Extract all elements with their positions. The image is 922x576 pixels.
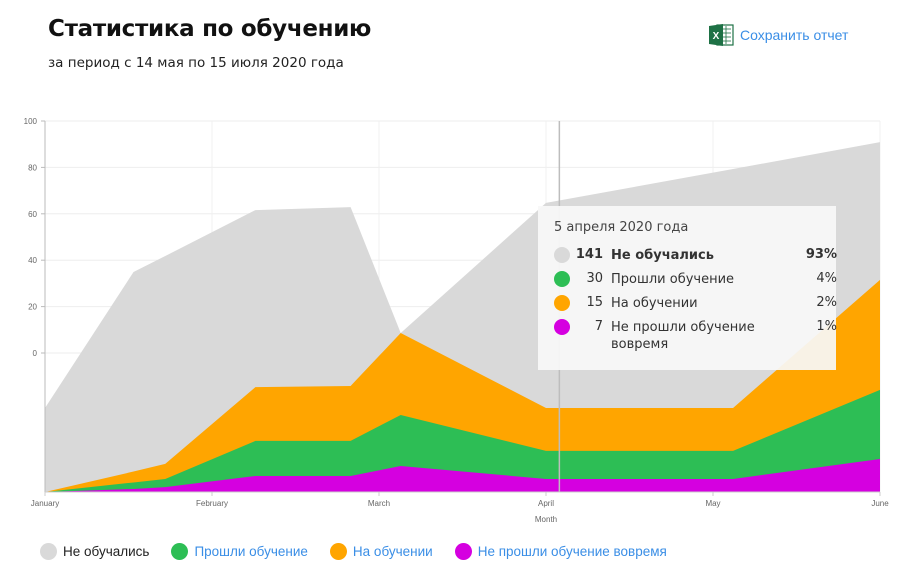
- tooltip-label: На обучении: [611, 296, 698, 311]
- dot-icon: [454, 543, 472, 560]
- save-report-button[interactable]: X Сохранить отчет: [708, 23, 848, 47]
- dot-icon: [40, 543, 57, 560]
- y-tick-label: 100: [24, 117, 38, 126]
- x-axis-label: Month: [535, 515, 557, 524]
- chart-tooltip: 5 апреля 2020 года 141 Не обучались 93% …: [538, 206, 837, 370]
- x-tick-label: March: [368, 499, 390, 508]
- tooltip-label: Не прошли обучение вовремя: [611, 320, 755, 352]
- dot-icon: [554, 247, 570, 263]
- tooltip-count: 30: [586, 271, 603, 286]
- y-tick-label: 0: [33, 349, 38, 358]
- area-series: [45, 459, 880, 492]
- legend-item-in-progress[interactable]: На обучении: [329, 543, 433, 560]
- legend-item-not-trained[interactable]: Не обучались: [40, 543, 149, 560]
- tooltip-count: 15: [586, 295, 603, 310]
- dot-icon: [554, 295, 570, 311]
- x-tick-label: May: [705, 499, 720, 508]
- chart-legend: Не обучались Прошли обучение На обучении…: [40, 543, 689, 560]
- dot-icon: [171, 543, 189, 560]
- tooltip-percent: 2%: [816, 295, 837, 310]
- x-tick-label: June: [871, 499, 889, 508]
- y-tick-label: 40: [28, 256, 37, 265]
- legend-label: Прошли обучение: [194, 544, 308, 559]
- page-title: Статистика по обучению: [48, 16, 372, 42]
- dot-icon: [329, 543, 347, 560]
- y-tick-label: 60: [28, 210, 37, 219]
- tooltip-count: 7: [594, 319, 603, 334]
- legend-label: Не прошли обучение вовремя: [477, 544, 667, 559]
- x-tick-label: February: [196, 499, 228, 508]
- svg-text:X: X: [713, 31, 720, 42]
- legend-item-completed[interactable]: Прошли обучение: [171, 543, 308, 560]
- tooltip-label: Прошли обучение: [611, 272, 735, 287]
- dot-icon: [554, 271, 570, 287]
- excel-icon: X: [709, 24, 734, 46]
- period-subtitle: за период с 14 мая по 15 июля 2020 года: [48, 55, 344, 71]
- area-series: [45, 389, 880, 492]
- tooltip-percent: 93%: [805, 247, 837, 262]
- legend-label: Не обучались: [63, 544, 150, 559]
- legend-label: На обучении: [352, 544, 433, 559]
- legend-item-overdue[interactable]: Не прошли обучение вовремя: [454, 543, 667, 560]
- tooltip-percent: 1%: [816, 319, 837, 334]
- tooltip-label: Не обучались: [611, 248, 714, 263]
- x-tick-label: April: [538, 499, 554, 508]
- y-tick-label: 20: [28, 303, 37, 312]
- tooltip-date: 5 апреля 2020 года: [554, 220, 689, 235]
- x-tick-label: January: [31, 499, 59, 508]
- save-report-label: Сохранить отчет: [740, 27, 849, 43]
- tooltip-row: 30 Прошли обучение 4%: [554, 271, 837, 295]
- tooltip-percent: 4%: [816, 271, 837, 286]
- area-series: [45, 279, 880, 492]
- tooltip-row: 7 Не прошли обучение вовремя 1%: [554, 319, 837, 352]
- tooltip-row: 15 На обучении 2%: [554, 295, 837, 319]
- y-tick-label: 80: [28, 163, 37, 172]
- tooltip-row: 141 Не обучались 93%: [554, 247, 837, 271]
- dot-icon: [554, 319, 570, 335]
- tooltip-count: 141: [575, 247, 603, 262]
